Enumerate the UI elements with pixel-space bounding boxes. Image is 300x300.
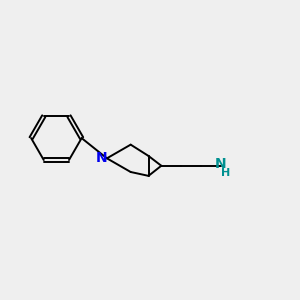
Text: N: N: [96, 151, 107, 165]
Text: N: N: [215, 157, 226, 171]
Text: H: H: [220, 168, 230, 178]
